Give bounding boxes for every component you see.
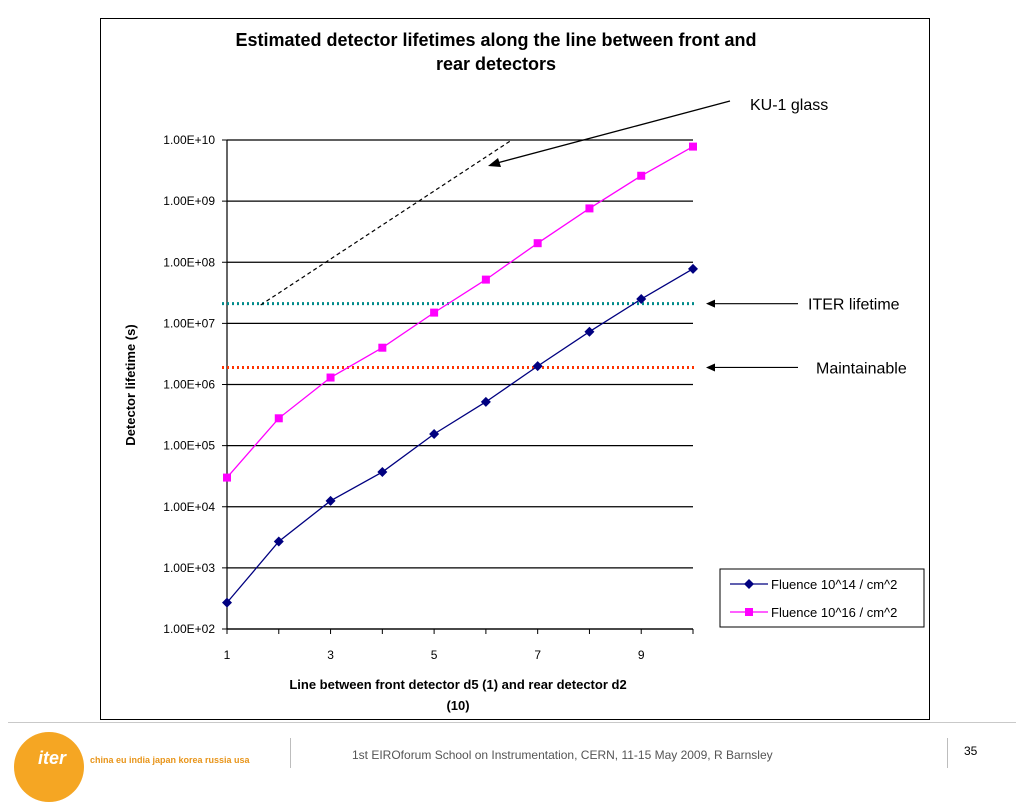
data-point-diamond xyxy=(325,495,336,506)
legend-marker xyxy=(744,579,754,589)
data-point-diamond xyxy=(688,263,698,274)
data-point-square xyxy=(533,239,542,248)
series-line xyxy=(226,146,694,479)
legend-box xyxy=(719,568,925,628)
data-point-square xyxy=(689,142,697,151)
y-tick-label: 1.00E+02 xyxy=(163,622,215,636)
logo-tagline: china eu india japan korea russia usa xyxy=(90,755,250,765)
data-point-square xyxy=(326,373,335,382)
reference-arrowhead xyxy=(706,363,715,372)
data-point-diamond xyxy=(429,428,440,439)
y-tick-label: 1.00E+10 xyxy=(163,133,215,147)
page-number: 35 xyxy=(964,744,978,758)
x-tick-label: 3 xyxy=(327,648,334,662)
x-tick-label: 7 xyxy=(534,648,541,662)
chart-canvas: Estimated detector lifetimes along the l… xyxy=(123,30,925,713)
data-point-diamond xyxy=(377,467,388,478)
logo-text: iter xyxy=(38,748,67,768)
y-axis-label: Detector lifetime (s) xyxy=(123,324,138,445)
data-point-square xyxy=(378,343,387,352)
y-tick-label: 1.00E+03 xyxy=(163,561,215,575)
legend-label: Fluence 10^16 / cm^2 xyxy=(771,605,897,620)
x-tick-label: 9 xyxy=(638,648,645,662)
reference-label: Maintainable xyxy=(816,360,907,377)
annotation-arrowhead xyxy=(488,158,501,167)
footer-separator xyxy=(290,738,291,768)
legend-marker xyxy=(745,608,753,616)
reference-arrowhead xyxy=(706,299,715,308)
y-tick-label: 1.00E+08 xyxy=(163,255,215,269)
data-point-square xyxy=(430,308,439,317)
data-point-diamond xyxy=(636,294,647,305)
data-point-diamond xyxy=(222,597,232,608)
chart-title: Estimated detector lifetimes along the l… xyxy=(235,30,756,50)
data-point-diamond xyxy=(532,361,543,372)
data-point-square xyxy=(274,414,283,423)
data-point-diamond xyxy=(584,326,595,337)
x-tick-label: 1 xyxy=(224,648,231,662)
data-point-square xyxy=(223,473,231,482)
footer-separator xyxy=(947,738,948,768)
data-point-square xyxy=(481,275,490,284)
y-tick-label: 1.00E+06 xyxy=(163,378,215,392)
x-tick-label: 5 xyxy=(431,648,438,662)
footer-divider xyxy=(8,722,1016,723)
y-tick-label: 1.00E+04 xyxy=(163,500,215,514)
y-tick-label: 1.00E+05 xyxy=(163,439,215,453)
series-line xyxy=(226,268,694,604)
x-axis-label: (10) xyxy=(446,698,469,713)
data-point-diamond xyxy=(480,396,491,407)
reference-label: ITER lifetime xyxy=(808,297,900,314)
data-point-square xyxy=(637,171,646,180)
legend-label: Fluence 10^14 / cm^2 xyxy=(771,577,897,592)
data-point-diamond xyxy=(273,536,284,547)
y-tick-label: 1.00E+07 xyxy=(163,316,215,330)
ku1-dashed-line xyxy=(260,139,513,306)
chart-title: rear detectors xyxy=(436,54,556,74)
footer-text: 1st EIROforum School on Instrumentation,… xyxy=(352,748,773,762)
annotation-arrow xyxy=(496,100,731,164)
y-tick-label: 1.00E+09 xyxy=(163,194,215,208)
x-axis-label: Line between front detector d5 (1) and r… xyxy=(289,677,626,692)
annotation-label: KU-1 glass xyxy=(750,97,828,114)
data-point-square xyxy=(585,204,594,213)
